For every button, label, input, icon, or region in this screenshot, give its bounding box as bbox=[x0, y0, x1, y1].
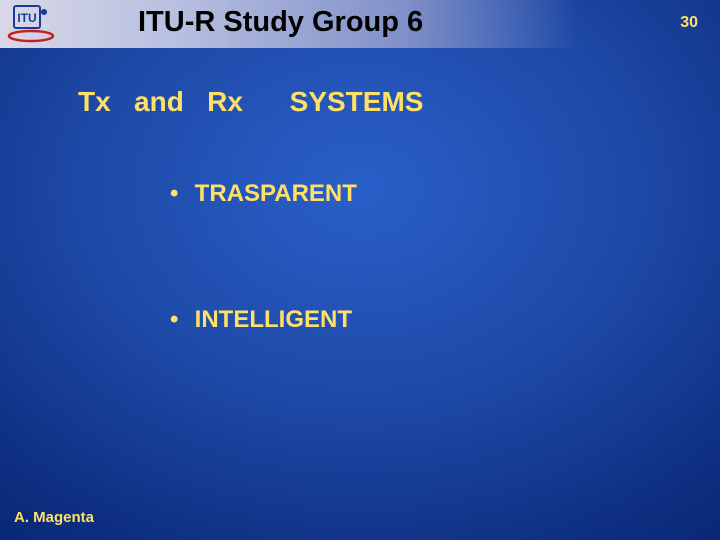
bullet-dot-icon: • bbox=[170, 180, 188, 208]
page-number: 30 bbox=[680, 14, 698, 32]
subtitle-part: Rx bbox=[207, 86, 243, 117]
subtitle-part: SYSTEMS bbox=[290, 86, 424, 117]
bullet-dot-icon: • bbox=[170, 306, 188, 334]
bullet-item: • INTELLIGENT bbox=[170, 306, 357, 334]
bullet-text: TRASPARENT bbox=[195, 180, 357, 207]
slide-title: ITU-R Study Group 6 bbox=[138, 6, 423, 39]
bullet-item: • TRASPARENT bbox=[170, 180, 357, 208]
bullet-text: INTELLIGENT bbox=[195, 306, 352, 333]
subtitle-part: Tx bbox=[78, 86, 111, 117]
slide-subtitle: Tx and Rx SYSTEMS bbox=[78, 86, 423, 118]
subtitle-part: and bbox=[134, 86, 184, 117]
footer-author: A. Magenta bbox=[14, 509, 94, 526]
bullet-list: • TRASPARENT • INTELLIGENT bbox=[170, 180, 357, 432]
svg-text:ITU: ITU bbox=[17, 11, 36, 25]
itu-logo: ITU bbox=[6, 4, 56, 44]
